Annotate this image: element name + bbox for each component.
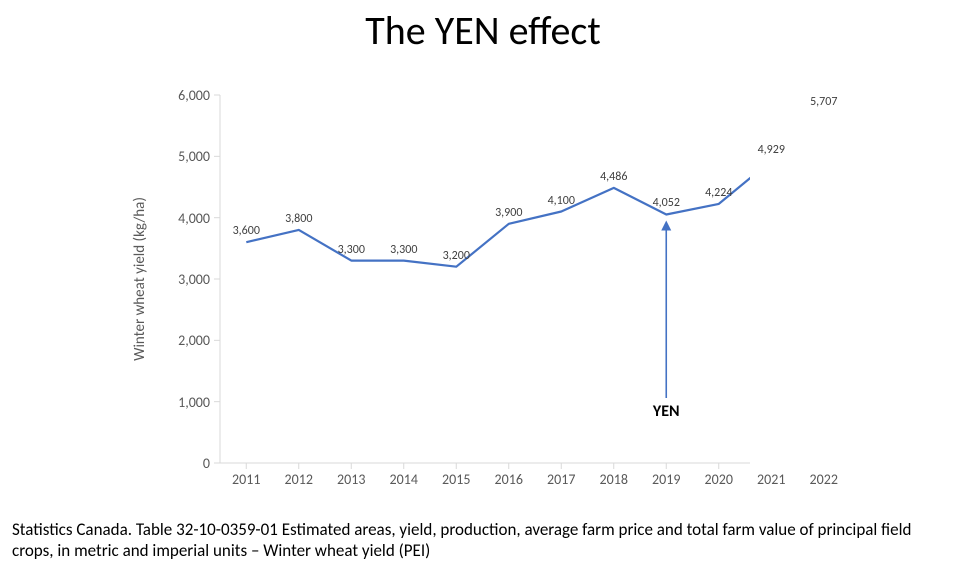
yen-annotation-label: YEN bbox=[646, 402, 686, 421]
y-tick-label: 2,000 bbox=[160, 332, 210, 349]
y-tick-label: 3,000 bbox=[160, 271, 210, 288]
x-tick-label: 2018 bbox=[592, 471, 636, 488]
y-tick-label: 0 bbox=[160, 455, 210, 472]
x-tick-label: 2020 bbox=[697, 471, 741, 488]
data-point-label: 4,486 bbox=[594, 170, 634, 184]
data-point-label: 3,200 bbox=[436, 249, 476, 263]
yield-line bbox=[246, 113, 750, 267]
y-axis-title-wrap: Winter wheat yield (kg/ha) bbox=[130, 95, 150, 463]
y-tick-label: 6,000 bbox=[160, 87, 210, 104]
x-tick-label: 2022 bbox=[802, 471, 846, 488]
x-tick-label: 2013 bbox=[329, 471, 373, 488]
data-point-label: 4,929 bbox=[751, 143, 791, 157]
x-tick-label: 2017 bbox=[539, 471, 583, 488]
source-citation: Statistics Canada. Table 32-10-0359-01 E… bbox=[12, 519, 954, 562]
y-tick-label: 5,000 bbox=[160, 148, 210, 165]
data-point-label: 4,224 bbox=[699, 186, 739, 200]
data-point-label: 4,052 bbox=[646, 196, 686, 210]
y-tick-label: 1,000 bbox=[160, 394, 210, 411]
data-point-label: 3,800 bbox=[279, 212, 319, 226]
x-tick-label: 2012 bbox=[277, 471, 321, 488]
x-tick-label: 2011 bbox=[224, 471, 268, 488]
data-point-label: 4,100 bbox=[541, 194, 581, 208]
yen-line-chart: Winter wheat yield (kg/ha) 0 1,000 2,000 3,… bbox=[130, 70, 750, 500]
data-point-label: 5,707 bbox=[804, 95, 844, 109]
y-axis-title: Winter wheat yield (kg/ha) bbox=[131, 197, 149, 361]
data-point-label: 3,900 bbox=[489, 206, 529, 220]
x-tick-label: 2019 bbox=[644, 471, 688, 488]
x-tick-label: 2014 bbox=[382, 471, 426, 488]
data-point-label: 3,300 bbox=[384, 243, 424, 257]
chart-title: The YEN effect bbox=[0, 6, 966, 55]
data-point-label: 3,300 bbox=[331, 243, 371, 257]
data-point-label: 3,600 bbox=[226, 224, 266, 238]
slide: The YEN effect Winter wheat yield (kg/ha… bbox=[0, 0, 966, 571]
x-tick-label: 2015 bbox=[434, 471, 478, 488]
chart-canvas bbox=[130, 70, 750, 500]
annotation-arrow-head bbox=[661, 220, 671, 230]
x-tick-label: 2021 bbox=[749, 471, 793, 488]
y-tick-label: 4,000 bbox=[160, 210, 210, 227]
x-tick-label: 2016 bbox=[487, 471, 531, 488]
